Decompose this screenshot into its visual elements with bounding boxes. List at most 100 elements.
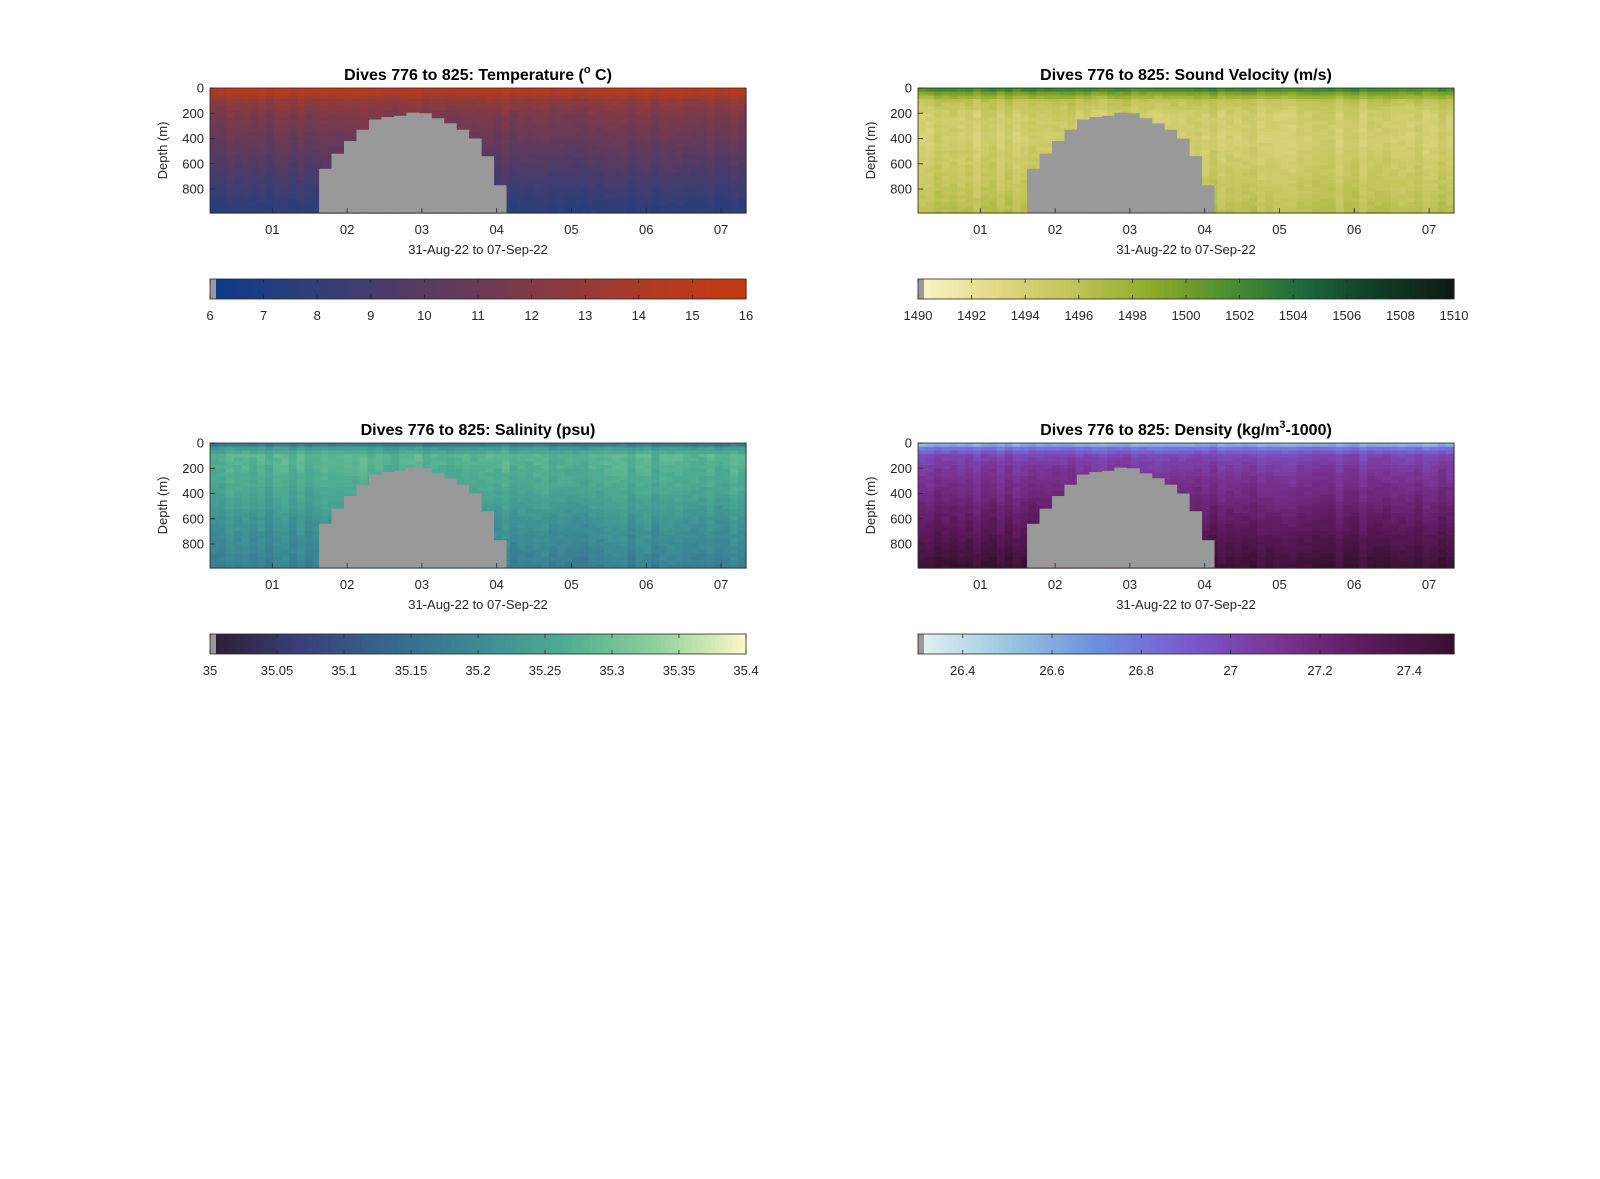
heatmap-cell [572,139,582,144]
heatmap-cell [1241,194,1250,199]
heatmap-cell [1067,106,1077,111]
colorbar-segment [437,279,443,299]
colorbar-segment [388,279,394,299]
heatmap-cell [1438,106,1447,111]
heatmap-cell [572,106,582,111]
colorbar-segment [625,279,631,299]
heatmap-cell [407,95,416,100]
heatmap-cell [933,99,943,104]
heatmap-cell [273,143,282,148]
colorbar-segment [580,279,586,299]
heatmap-cell [1012,190,1022,196]
heatmap-cell [280,143,290,148]
colorbar-segment [1248,279,1254,299]
heatmap-cell [533,198,542,203]
heatmap-cell [698,91,708,96]
heatmap-cell [643,209,653,214]
heatmap-cell [462,91,471,96]
heatmap-cell [675,106,684,111]
heatmap-cell [509,183,519,188]
heatmap-cell [612,190,621,196]
heatmap-cell [296,157,306,163]
heatmap-cell [1201,165,1211,170]
heatmap-cell [965,117,974,122]
heatmap-cell [690,102,700,107]
heatmap-cell [1414,172,1424,177]
heatmap-cell [1162,91,1171,96]
heatmap-cell [556,179,566,185]
colorbar-segment [357,279,363,299]
colorbar-segment [1132,279,1138,299]
heatmap-cell [612,117,621,122]
heatmap-cell [1398,143,1408,148]
heatmap-cell [548,128,558,133]
heatmap-cell [690,183,700,188]
heatmap-cell [1359,176,1368,181]
heatmap-cell [367,106,377,111]
heatmap-cell [265,183,274,188]
no-data-column [1164,129,1178,213]
heatmap-cell [714,179,723,185]
heatmap-cell [265,172,274,177]
heatmap-cell [525,132,534,137]
axes-frame [209,87,747,214]
heatmap-cell [996,201,1006,207]
heatmap-cell [1438,146,1447,152]
heatmap-cell [667,194,676,199]
heatmap-cell [981,102,990,107]
heatmap-cell [217,132,227,137]
heatmap-cell [941,165,951,170]
heatmap-cell [682,95,692,100]
heatmap-cell [988,154,998,159]
heatmap-cell [1422,132,1431,137]
heatmap-cell [981,88,990,93]
heatmap-cell [470,102,479,107]
no-data-column [368,119,382,213]
colorbar-segment [701,279,707,299]
heatmap-cell [643,168,653,174]
heatmap-cell [359,106,369,111]
colorbar-segment [1186,279,1192,299]
heatmap-cell [556,168,566,174]
colorbar-tick-label: 14 [632,308,646,323]
heatmap-cell [257,95,266,100]
heatmap-cell [1020,179,1029,185]
heatmap-cell [933,88,943,93]
heatmap-cell [280,205,290,210]
heatmap-cell [414,110,424,115]
heatmap-cell [265,128,274,133]
heatmap-cell [1217,176,1227,181]
heatmap-cell [941,106,951,111]
heatmap-cell [659,88,668,93]
heatmap-cell [517,132,526,137]
heatmap-cell [1327,165,1337,170]
heatmap-cell [564,113,574,119]
heatmap-cell [682,190,692,196]
heatmap-cell [564,88,574,93]
heatmap-cell [635,143,645,148]
heatmap-cell [344,132,353,137]
heatmap-cell [588,154,597,159]
heatmap-cell [643,99,653,104]
heatmap-cell [1375,165,1384,170]
heatmap-cell [1256,102,1266,107]
heatmap-cell [1036,128,1045,133]
heatmap-cell [988,110,998,115]
heatmap-cell [643,88,653,93]
heatmap-cell [1390,194,1400,199]
colorbar-segment [272,279,278,299]
heatmap-cell [1398,110,1408,115]
colorbar-segment [218,279,224,299]
heatmap-cell [1335,176,1345,181]
heatmap-cell [478,128,487,133]
heatmap-cell [651,165,660,170]
heatmap-cell [643,95,653,100]
heatmap-cell [273,209,282,214]
heatmap-cell [933,205,943,210]
heatmap-cell [564,95,574,100]
heatmap-cell [580,150,589,155]
heatmap-cell [1383,168,1392,174]
heatmap-cell [1059,128,1069,133]
heatmap-cell [604,146,613,152]
heatmap-cell [925,183,935,188]
